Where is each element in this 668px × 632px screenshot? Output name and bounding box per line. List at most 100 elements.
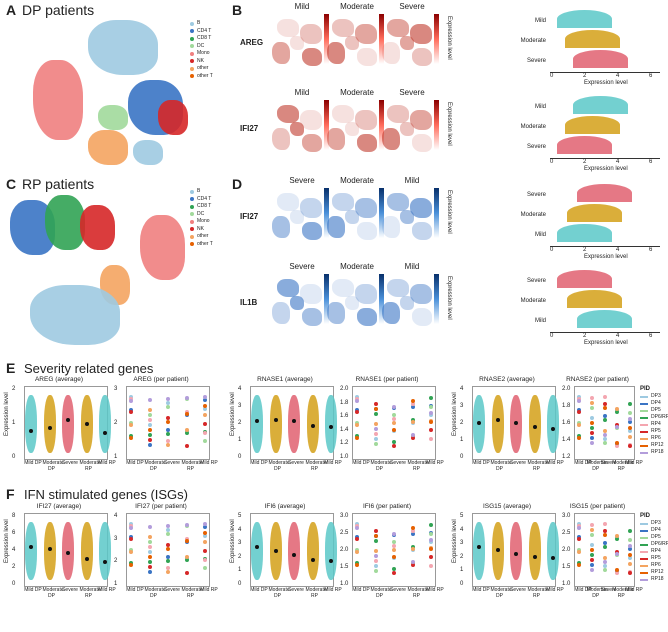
patient-point: [628, 562, 632, 566]
umap-blob: [355, 198, 377, 218]
patient-point: [373, 534, 378, 538]
patient-point: [602, 560, 607, 564]
y-tick: 2: [460, 420, 464, 426]
patient-point: [589, 548, 594, 552]
umap-blob: [412, 308, 432, 326]
pid-label: RP12: [651, 442, 664, 448]
colorbar-label: Expression level: [446, 16, 452, 60]
x-tick: Mild RP: [324, 587, 342, 593]
x-tick: Severe: [510, 460, 526, 466]
x-tick: Mild DP: [574, 460, 592, 466]
x-tick: Mild RP: [546, 460, 564, 466]
panel-b-letter: B: [232, 2, 243, 18]
patient-point: [184, 412, 189, 416]
patient-point: [147, 555, 152, 559]
x-tick: Mild DP: [472, 460, 490, 466]
ridge-label: Severe: [526, 192, 546, 198]
gene-label: IFI27: [240, 124, 259, 133]
umap-blob: [387, 105, 409, 123]
pid-swatch: [640, 451, 648, 454]
patient-point: [166, 416, 170, 420]
x-tick: Moderate RP: [407, 460, 429, 472]
patient-point: [147, 418, 152, 422]
colorbar-label: Expression level: [446, 102, 452, 146]
y-tick: 0: [238, 454, 242, 460]
panel-a-letter: A: [6, 2, 17, 18]
colorbar: [434, 100, 439, 150]
violin: [306, 395, 319, 453]
y-tick: 0: [12, 454, 16, 460]
legend-label: Mono: [197, 50, 210, 56]
umap-blob: [290, 210, 304, 224]
violin: [43, 395, 56, 453]
violin: [80, 522, 93, 580]
patient-point: [429, 413, 433, 417]
umap-blob: [412, 48, 432, 66]
y-tick: 3: [460, 403, 464, 409]
y-tick: 1.6: [562, 420, 571, 426]
pid-label: RP5: [651, 555, 661, 561]
mean-point: [495, 418, 500, 423]
patient-point: [628, 571, 632, 575]
pid-swatch: [640, 536, 648, 539]
y-tick: 6: [12, 530, 16, 536]
pid-label: RP4: [651, 548, 661, 554]
pid-label: RP12: [651, 569, 664, 575]
umap-blob: [272, 302, 290, 324]
patient-point: [203, 398, 207, 402]
patient-point: [410, 526, 415, 530]
violin: [62, 395, 74, 453]
umap-expression: [382, 14, 437, 74]
mean-point: [255, 545, 259, 550]
ridge-tick: 4: [616, 247, 620, 253]
umap-expression: [327, 14, 382, 74]
patient-point: [392, 571, 396, 575]
ridge-tick: 2: [583, 159, 587, 165]
y-tick: 1: [460, 437, 464, 443]
patient-point: [147, 413, 152, 417]
legend-row: other: [190, 233, 213, 241]
panel-f: IFI27 (average) 8 6 4 2 0 Mild DP Moderate DP Se…: [0, 503, 668, 631]
mean-point: [29, 429, 33, 434]
umap-blob: [277, 193, 299, 211]
subplot-title: RNASE2 (average): [479, 376, 535, 383]
patient-point: [577, 537, 581, 541]
patient-point: [147, 570, 152, 574]
umap-blob: [355, 284, 377, 304]
patient-point: [628, 553, 632, 557]
patient-point: [392, 413, 396, 417]
x-tick: Moderate RP: [612, 460, 634, 472]
violin: [99, 522, 111, 580]
ridge-tick: 6: [649, 247, 653, 253]
pid-row: RP18: [640, 449, 668, 456]
x-tick: Mild RP: [98, 587, 116, 593]
umap-blob: [302, 222, 322, 240]
x-tick: Moderate DP: [144, 460, 166, 472]
y-tick: 1: [238, 567, 242, 574]
mean-point: [292, 419, 296, 424]
mean-point: [514, 551, 518, 556]
y-tick: 1.8: [562, 403, 571, 409]
subplot-area: [574, 386, 635, 460]
x-tick: Moderate DP: [370, 587, 392, 599]
y-tick: 2: [114, 558, 118, 565]
patient-point: [392, 555, 396, 559]
pid-label: RP18: [651, 576, 664, 582]
patient-point: [589, 528, 594, 532]
patient-point: [166, 528, 170, 532]
patient-point: [602, 414, 607, 418]
patient-point: [392, 544, 396, 548]
y-tick: 3: [460, 540, 464, 547]
y-tick: 2.5: [562, 530, 571, 536]
pid-label: RP6: [651, 562, 661, 568]
y-tick: 1: [114, 454, 118, 460]
x-tick: Severe: [164, 587, 180, 593]
patient-point: [392, 567, 396, 571]
umap-blob: [410, 284, 432, 304]
ridge-label: Severe: [526, 144, 546, 150]
patient-point: [429, 547, 433, 551]
patient-point: [615, 537, 620, 541]
y-tick: 2: [12, 386, 16, 392]
umap-col-header: Severe: [289, 262, 315, 271]
